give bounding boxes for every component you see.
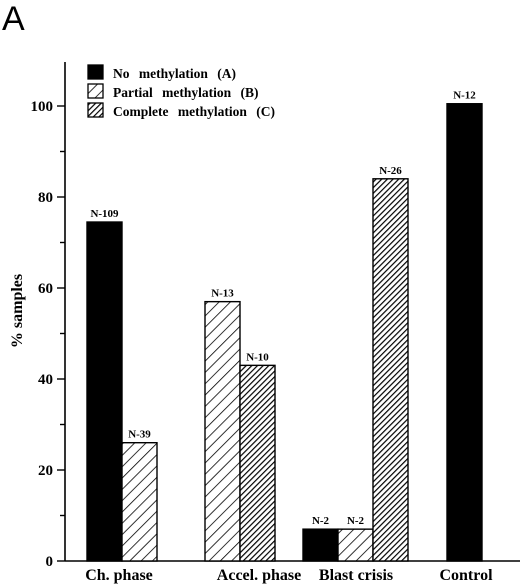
bar-data-label: N-10 [246,351,269,363]
y-tick-label: 60 [38,281,53,297]
bar [302,528,339,562]
x-category-label: Control [439,567,493,584]
bar-data-label: N-2 [347,515,365,527]
x-category-label: Blast crisis [319,567,393,584]
legend-swatch [87,83,104,99]
bar [372,178,409,562]
y-ticks: 0 20 40 60 80 100 [31,99,65,570]
bar-data-label: N-39 [128,429,151,441]
y-axis-label: % samples [9,274,26,348]
legend-swatch [87,64,104,80]
bars [86,103,483,562]
bar [446,103,483,562]
bar-data-label: N-2 [312,515,330,527]
bar [337,528,374,562]
x-category-label: Ch. phase [85,567,153,584]
bar-data-label: N-12 [453,90,476,102]
legend: No methylation (A) Partial methylation (B… [87,64,275,119]
y-tick-label: 100 [31,99,54,115]
x-category-label: Accel. phase [217,567,301,584]
y-tick-label: 0 [46,554,54,570]
panel-letter: A [2,0,25,38]
bar-data-label: N-109 [90,208,119,220]
legend-swatch [87,102,104,118]
x-labels: Ch. phase Accel. phase Blast crisis Control [85,567,493,584]
bar [86,221,123,562]
y-tick-label: 40 [38,372,53,388]
bar-data-label: N-26 [379,165,402,177]
bar [204,300,241,562]
bar [121,442,158,562]
legend-label: Partial methylation (B) [113,85,258,100]
y-tick-label: 80 [38,190,53,206]
bar-data-label: N-13 [211,288,234,300]
legend-label: Complete methylation (C) [113,104,275,119]
bar [239,364,276,562]
y-tick-label: 20 [38,463,53,479]
legend-label: No methylation (A) [113,66,236,81]
bar-labels: N-109 N-39 N-13 N-10 N-2 N-2 N-26 N-12 [90,90,476,527]
